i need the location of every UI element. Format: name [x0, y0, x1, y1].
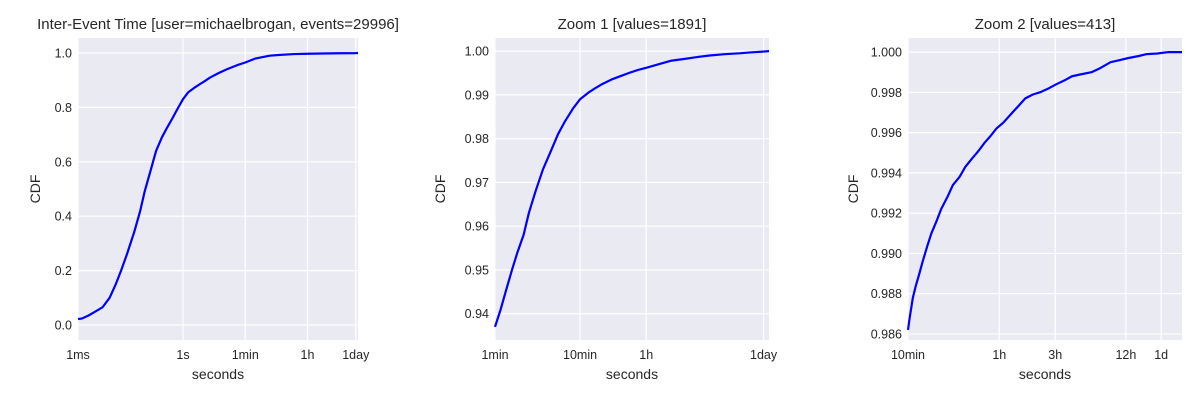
y-tick-label: 0.990	[871, 247, 902, 261]
cdf-line	[77, 51, 359, 321]
x-tick-label: 1s	[176, 348, 189, 362]
y-tick-label: 0.4	[55, 210, 72, 224]
x-tick-label: 12h	[1115, 348, 1136, 362]
y-tick-label: 1.000	[871, 46, 902, 60]
x-axis-label: seconds	[1019, 366, 1071, 382]
grid-lines	[494, 38, 769, 340]
y-tick-label: 0.988	[871, 287, 902, 301]
y-axis-label: CDF	[27, 175, 43, 204]
y-tick-label: 0.0	[55, 319, 72, 333]
x-tick-label: 1day	[342, 348, 370, 362]
grid-lines	[907, 38, 1182, 340]
x-axis-label: seconds	[192, 366, 244, 382]
x-tick-label: 1min	[232, 348, 259, 362]
x-tick-label: 10min	[563, 348, 597, 362]
y-tick-label: 0.98	[465, 132, 489, 146]
y-tick-label: 0.99	[465, 88, 489, 102]
x-axis-label: seconds	[606, 366, 658, 382]
x-tick-label: 1d	[1154, 348, 1168, 362]
plot-area	[495, 38, 769, 340]
y-tick-label: 0.996	[871, 126, 902, 140]
grid-lines	[77, 38, 358, 340]
y-tick-label: 0.94	[465, 307, 489, 321]
y-tick-label: 1.00	[465, 45, 489, 59]
y-axis-label: CDF	[432, 175, 448, 204]
y-tick-label: 1.0	[55, 46, 72, 60]
y-tick-label: 0.2	[55, 264, 72, 278]
plot-area	[78, 38, 358, 340]
chart-title: Zoom 1 [values=1891]	[558, 16, 707, 33]
cdf-line	[493, 50, 770, 328]
tick-labels: 1min 10min 1h 1day 0.94 0.95 0.96 0.97 0.98 0.99 1…	[465, 45, 778, 362]
y-tick-label: 0.998	[871, 86, 902, 100]
y-tick-label: 0.95	[465, 263, 489, 277]
x-tick-label: 1day	[750, 348, 778, 362]
y-tick-label: 0.994	[871, 166, 902, 180]
y-tick-label: 0.8	[55, 101, 72, 115]
chart-title: Inter-Event Time [user=michaelbrogan, ev…	[37, 16, 399, 33]
tick-labels: 10min 1h 3h 12h 1d 0.986 0.988 0.990 0.992 0.994 0…	[871, 46, 1168, 362]
x-tick-label: 10min	[891, 348, 925, 362]
y-tick-label: 0.986	[871, 327, 902, 341]
x-tick-label: 1h	[301, 348, 315, 362]
x-tick-label: 1h	[639, 348, 653, 362]
y-tick-label: 0.992	[871, 207, 902, 221]
x-tick-label: 1min	[481, 348, 508, 362]
y-axis-label: CDF	[845, 175, 861, 204]
y-tick-label: 0.6	[55, 155, 72, 169]
panel-zoom-2: 10min 1h 3h 12h 1d 0.986 0.988 0.990 0.992 0.994 0…	[845, 16, 1182, 382]
x-tick-label: 3h	[1048, 348, 1062, 362]
cdf-line	[906, 50, 1182, 331]
y-tick-label: 0.96	[465, 220, 489, 234]
tick-labels: 1ms 1s 1min 1h 1day 0.0 0.2 0.4 0.6 0.8 1.0	[55, 46, 370, 362]
plot-area	[908, 38, 1182, 340]
panel-zoom-1: 1min 10min 1h 1day 0.94 0.95 0.96 0.97 0.98 0.99 1…	[432, 16, 778, 382]
y-tick-label: 0.97	[465, 176, 489, 190]
x-tick-label: 1ms	[66, 348, 90, 362]
x-tick-label: 1h	[992, 348, 1006, 362]
panel-inter-event-time: 1ms 1s 1min 1h 1day 0.0 0.2 0.4 0.6 0.8 1.0 Inter-…	[27, 16, 399, 382]
chart-title: Zoom 2 [values=413]	[975, 16, 1116, 33]
